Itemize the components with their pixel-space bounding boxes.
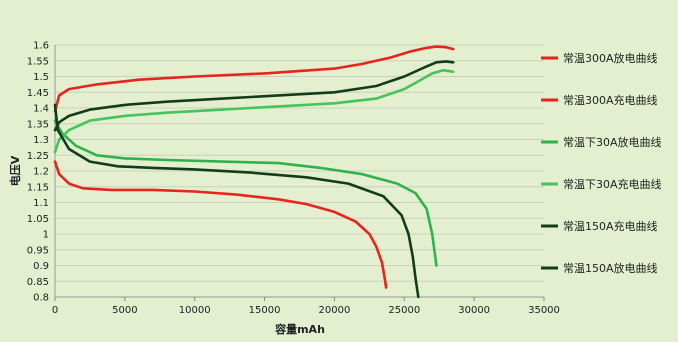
y-axis-title: 电压V [8,155,22,186]
legend-label: 常温下30A放电曲线 [563,135,662,149]
y-tick-label: 1.45 [27,88,49,99]
series-line-2 [53,45,455,113]
y-tick-label: 1.4 [33,104,49,115]
x-tick-label: 10000 [179,305,211,316]
y-tick-label: 0.85 [27,277,49,288]
series-line-5 [53,60,455,132]
y-tick-label: 1.25 [27,151,49,162]
y-tick-label: 1 [43,230,49,241]
y-tick-label: 1.6 [33,41,49,52]
legend-label: 常温300A充电曲线 [563,93,658,107]
x-axis-title: 容量mAh [274,322,325,336]
y-tick-label: 0.95 [27,245,49,256]
y-tick-label: 1.5 [33,72,49,83]
series-line-6 [53,103,420,299]
axes [54,45,545,301]
x-tick-label: 25000 [388,305,420,316]
x-tick-label: 20000 [319,305,351,316]
legend-label: 常温下30A充电曲线 [563,177,662,191]
x-tick-label: 35000 [528,305,560,316]
y-tick-label: 1.2 [33,167,49,178]
x-tick-label: 5000 [112,305,137,316]
series-line-4 [53,68,455,154]
x-tick-label: 15000 [249,305,281,316]
x-tick-label: 0 [52,305,58,316]
y-tick-label: 0.9 [33,261,49,272]
y-tick-labels: 0.8 0.85 0.9 0.95 1 1.05 1.1 1.15 1.2 1.25 1.3 1.35… [27,41,49,304]
legend: 常温300A放电曲线常温300A充电曲线常温下30A放电曲线常温下30A充电曲线… [541,51,662,275]
series-line-1 [53,160,388,289]
y-tick-label: 1.55 [27,56,49,67]
gridlines [55,44,544,298]
x-tick-labels: 0 5000 10000 15000 20000 25000 30000 35000 [52,305,560,316]
legend-label: 常温150A放电曲线 [563,261,658,275]
series-lines [53,45,455,299]
y-tick-label: 1.35 [27,119,49,130]
legend-label: 常温150A充电曲线 [563,219,658,233]
y-tick-label: 1.05 [27,214,49,225]
y-tick-label: 0.8 [33,293,49,304]
y-tick-label: 1.3 [33,135,49,146]
series-line-3 [53,119,438,267]
x-tick-label: 30000 [458,305,490,316]
y-tick-label: 1.15 [27,182,49,193]
y-tick-label: 1.1 [33,198,49,209]
legend-label: 常温300A放电曲线 [563,51,658,65]
